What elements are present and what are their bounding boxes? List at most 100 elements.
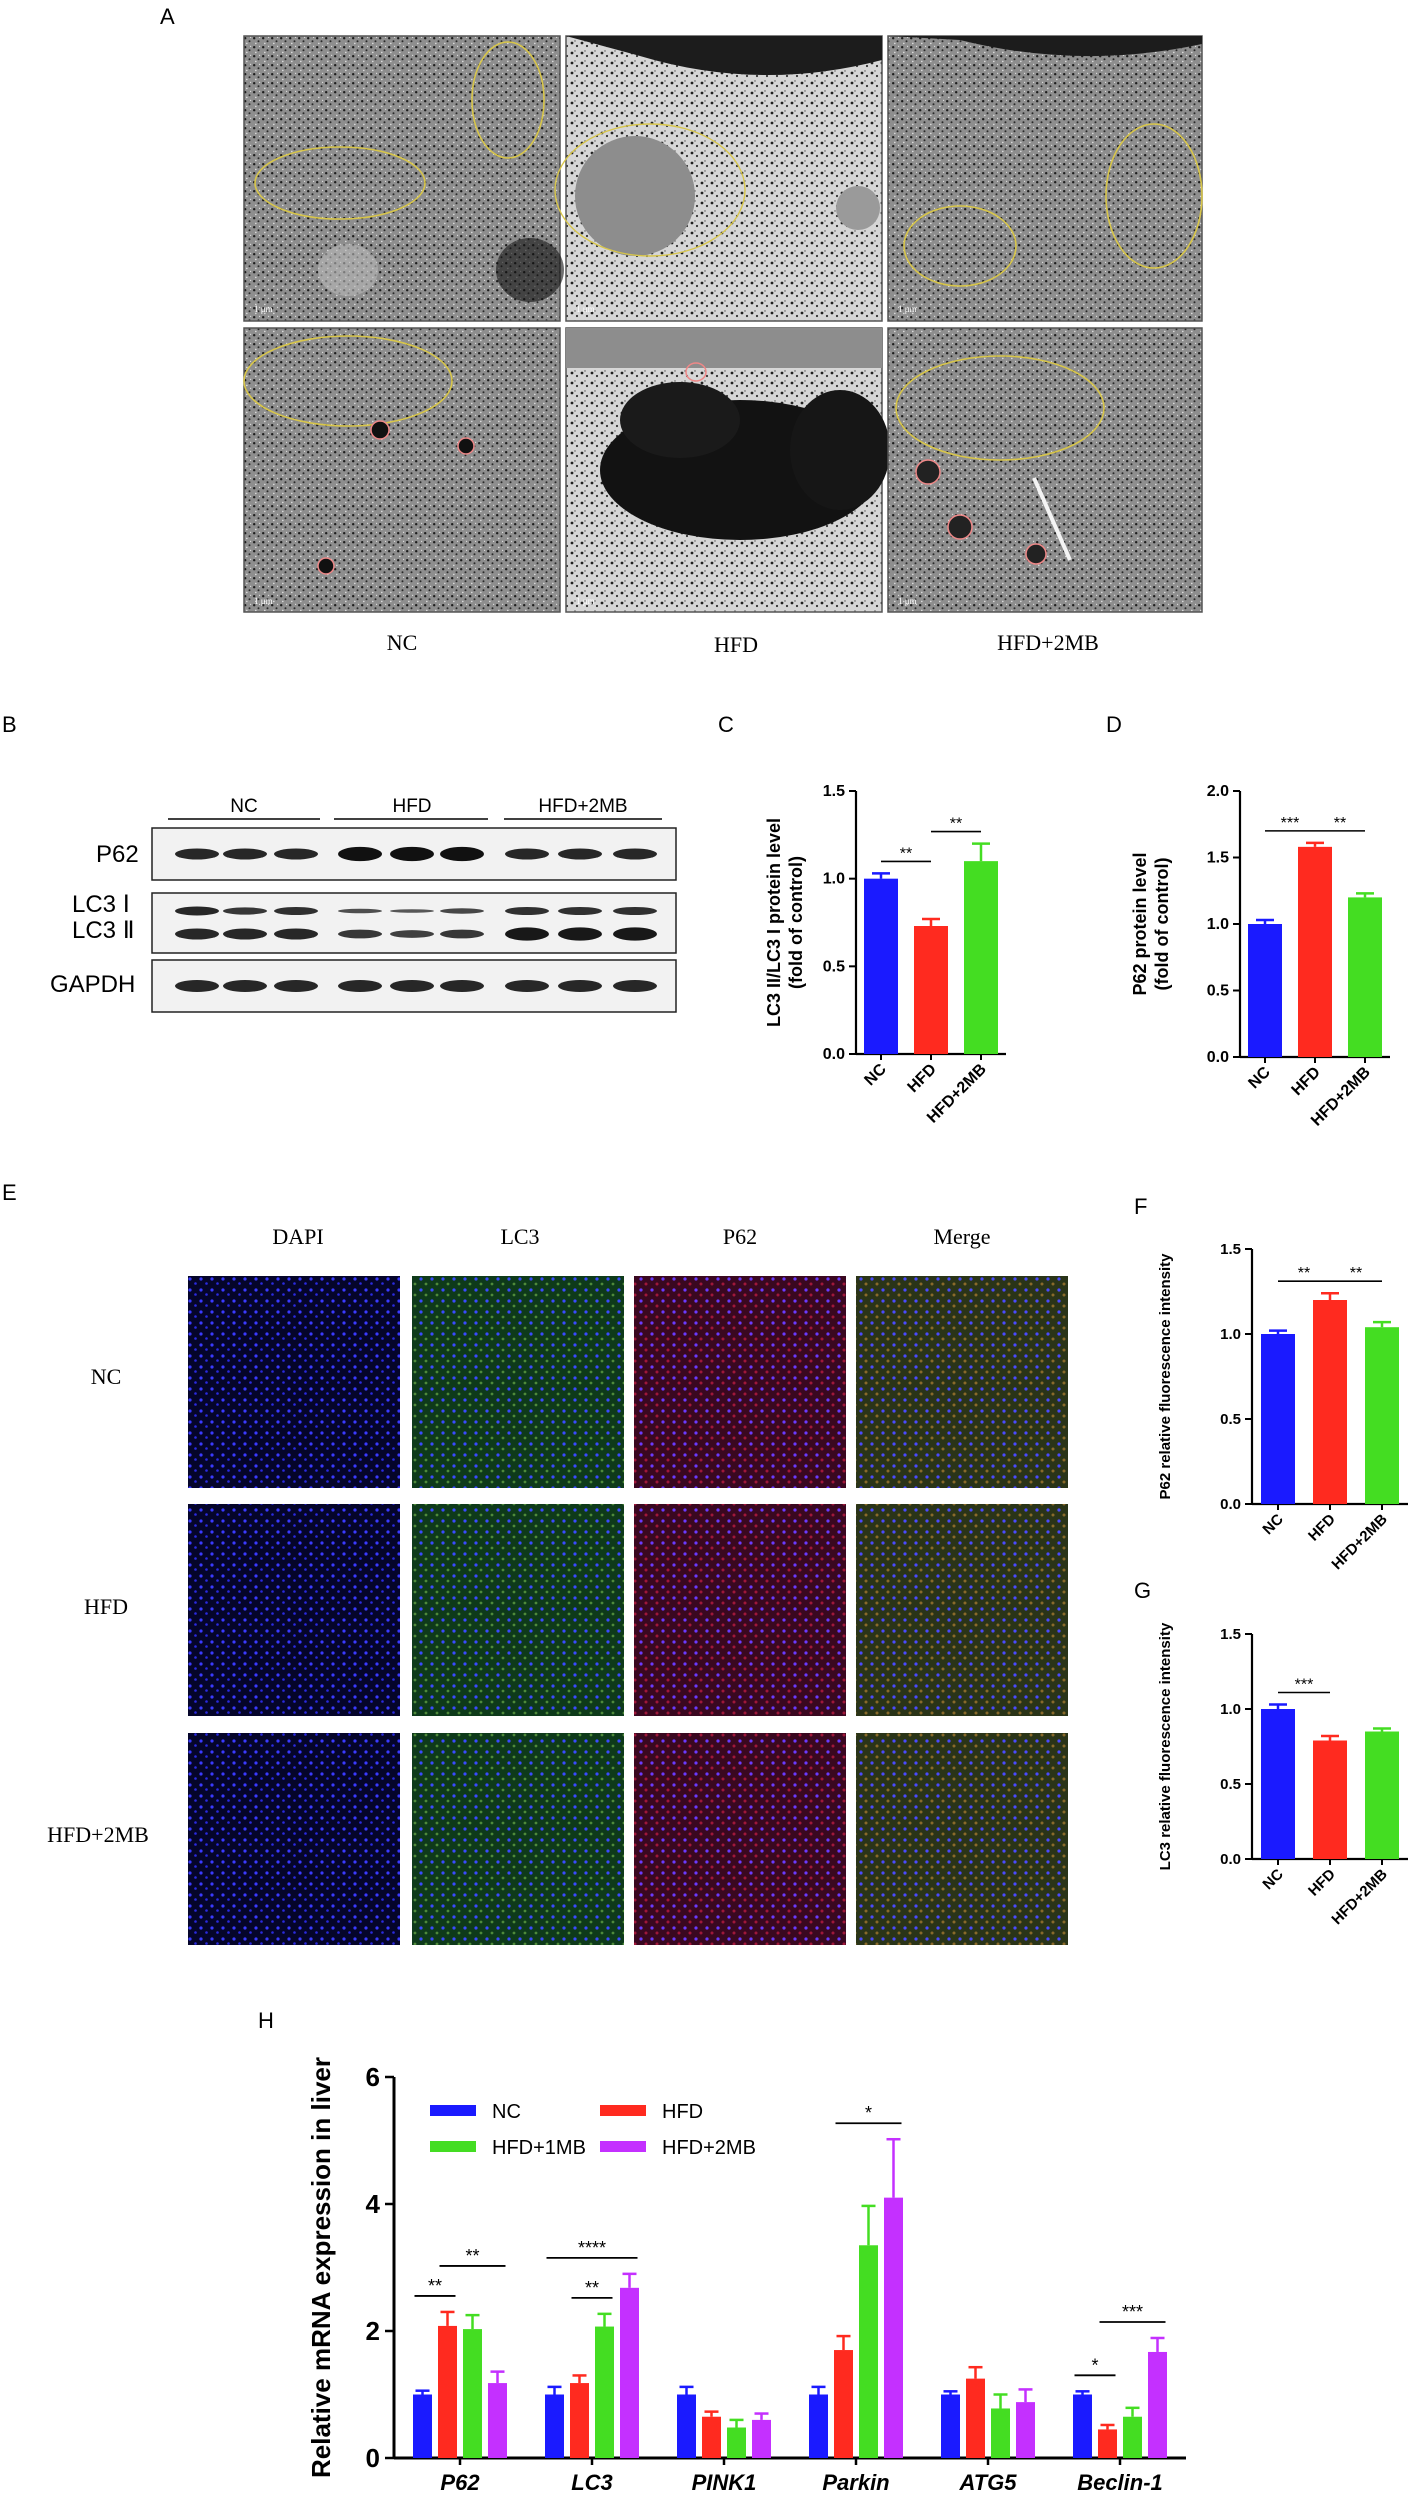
blot-band: [274, 980, 318, 992]
bar-nc-lc3: [545, 2394, 564, 2458]
tem-scale-label: 1 μm: [898, 596, 917, 606]
blot-band: [175, 928, 219, 940]
blot-band: [440, 980, 484, 992]
legend-label-hfd1mb: HFD+1MB: [492, 2137, 586, 2159]
bar-hfd1mb-pink1: [727, 2427, 746, 2458]
if-row-label-nc: NC: [91, 1364, 122, 1389]
bar-hfd2mb: [1348, 897, 1382, 1057]
blot-band: [558, 980, 602, 992]
y-tick-label: 1.0: [823, 871, 845, 888]
blot-bands: [175, 846, 657, 992]
significance-label: **: [428, 2276, 442, 2296]
blot-band: [338, 908, 382, 914]
y-tick-label: 0: [366, 2443, 380, 2473]
y-axis-label: P62 relative fluorescence intensity: [1157, 1253, 1174, 1500]
y-tick-label: 0.5: [1220, 1411, 1241, 1428]
x-tick-label: NC: [1259, 1511, 1286, 1538]
bar-hfd: [1313, 1300, 1347, 1504]
blot-band: [440, 846, 484, 862]
legend-swatch-nc: [430, 2105, 476, 2116]
y-axis-label: LC3 relative fluorescence intensity: [1157, 1622, 1174, 1870]
bar-hfd-p62: [438, 2325, 457, 2458]
x-tick-label: NC: [1259, 1866, 1286, 1893]
blot-band: [390, 909, 434, 913]
tem-group-label-hfd2mb: HFD+2MB: [997, 630, 1099, 655]
bar-hfd1mb-lc3: [595, 2326, 614, 2458]
blot-band: [505, 906, 549, 916]
panel-label-d: D: [1106, 712, 1122, 737]
x-tick-label: HFD+2MB: [1328, 1866, 1391, 1929]
bar-hfd-parkin: [834, 2350, 853, 2458]
blot-group-label-hfd2mb: HFD+2MB: [538, 796, 627, 817]
y-tick-label: 0.0: [1220, 1496, 1241, 1513]
blot-label-lc3-2: LC3 Ⅱ: [72, 917, 135, 944]
y-tick-label: 1.5: [1220, 1626, 1241, 1643]
bar-hfd: [914, 926, 948, 1054]
y-tick-label: 2.0: [1207, 783, 1229, 800]
if-channel-lc3: LC3: [500, 1224, 539, 1249]
y-tick-label: 1.0: [1207, 916, 1229, 933]
western-blot-panel: NC HFD HFD+2MB P62 LC3 Ⅰ LC3 Ⅱ GAPDH: [50, 796, 677, 1013]
blot-band: [440, 908, 484, 914]
bar-hfd2mb-beclin-1: [1148, 2351, 1167, 2458]
blot-group-label-hfd: HFD: [392, 796, 431, 817]
x-tick-label: HFD+2MB: [1328, 1511, 1391, 1574]
if-image-hfd-lc3: [412, 1504, 624, 1716]
bar-nc-beclin-1: [1073, 2394, 1092, 2458]
blot-band: [613, 906, 657, 916]
bar-hfd1mb-parkin: [859, 2245, 878, 2458]
y-tick-label: 0.5: [823, 958, 845, 975]
tem-group-label-nc: NC: [387, 630, 418, 655]
bar-nc: [1261, 1334, 1295, 1504]
blot-label-gapdh: GAPDH: [50, 971, 135, 998]
bar-hfd2mb-pink1: [752, 2419, 771, 2458]
legend-swatch-hfd2mb: [600, 2141, 646, 2152]
bar-nc-parkin: [809, 2394, 828, 2458]
x-tick-label: PINK1: [692, 2470, 757, 2495]
significance-label: **: [1350, 1265, 1362, 1282]
tem-scale-label: 1 μm: [254, 596, 273, 606]
blot-band: [558, 927, 602, 941]
y-tick-label: 2: [366, 2316, 380, 2346]
significance-label: **: [950, 816, 962, 833]
x-tick-label: HFD: [1289, 1064, 1324, 1099]
panel-label-c: C: [718, 712, 734, 737]
bar-hfd2mb: [964, 861, 998, 1054]
blot-band: [440, 929, 484, 939]
if-row-label-hfd: HFD: [84, 1594, 128, 1619]
blot-label-lc3-1: LC3 Ⅰ: [72, 891, 130, 918]
y-tick-label: 1.0: [1220, 1326, 1241, 1343]
x-tick-label: P62: [440, 2470, 480, 2495]
significance-label: *: [1091, 2355, 1098, 2375]
significance-label: **: [465, 2246, 479, 2266]
bar-hfd2mb-p62: [488, 2383, 507, 2458]
y-tick-label: 0.0: [1207, 1049, 1229, 1066]
blot-label-p62: P62: [96, 841, 139, 868]
panel-label-a: A: [160, 4, 175, 29]
blot-band: [338, 846, 382, 862]
y-tick-label: 0.5: [1220, 1776, 1241, 1793]
blot-band: [175, 980, 219, 992]
tem-group-label-hfd: HFD: [714, 632, 758, 657]
bar-hfd2mb: [1365, 1327, 1399, 1504]
panel-label-e: E: [2, 1180, 17, 1205]
bar-hfd2mb-parkin: [884, 2197, 903, 2458]
bar-hfd-lc3: [570, 2383, 589, 2458]
bar-hfd1mb-p62: [463, 2329, 482, 2458]
blot-group-label-nc: NC: [230, 796, 257, 817]
bar-hfd: [1313, 1740, 1347, 1859]
blot-band: [390, 980, 434, 992]
significance-label: **: [1334, 815, 1346, 832]
significance-label: ***: [1281, 815, 1300, 832]
bar-hfd-pink1: [702, 2416, 721, 2458]
tem-image-nc-top: 1 μm: [243, 35, 564, 322]
legend-swatch-hfd: [600, 2105, 646, 2116]
tem-image-hfd2mb-top: 1 μm: [887, 35, 1203, 322]
if-image-hfd-dapi: [188, 1504, 400, 1716]
bar-hfd2mb: [1365, 1731, 1399, 1859]
if-row-label-hfd2mb: HFD+2MB: [47, 1822, 149, 1847]
significance-label: ****: [578, 2238, 606, 2258]
